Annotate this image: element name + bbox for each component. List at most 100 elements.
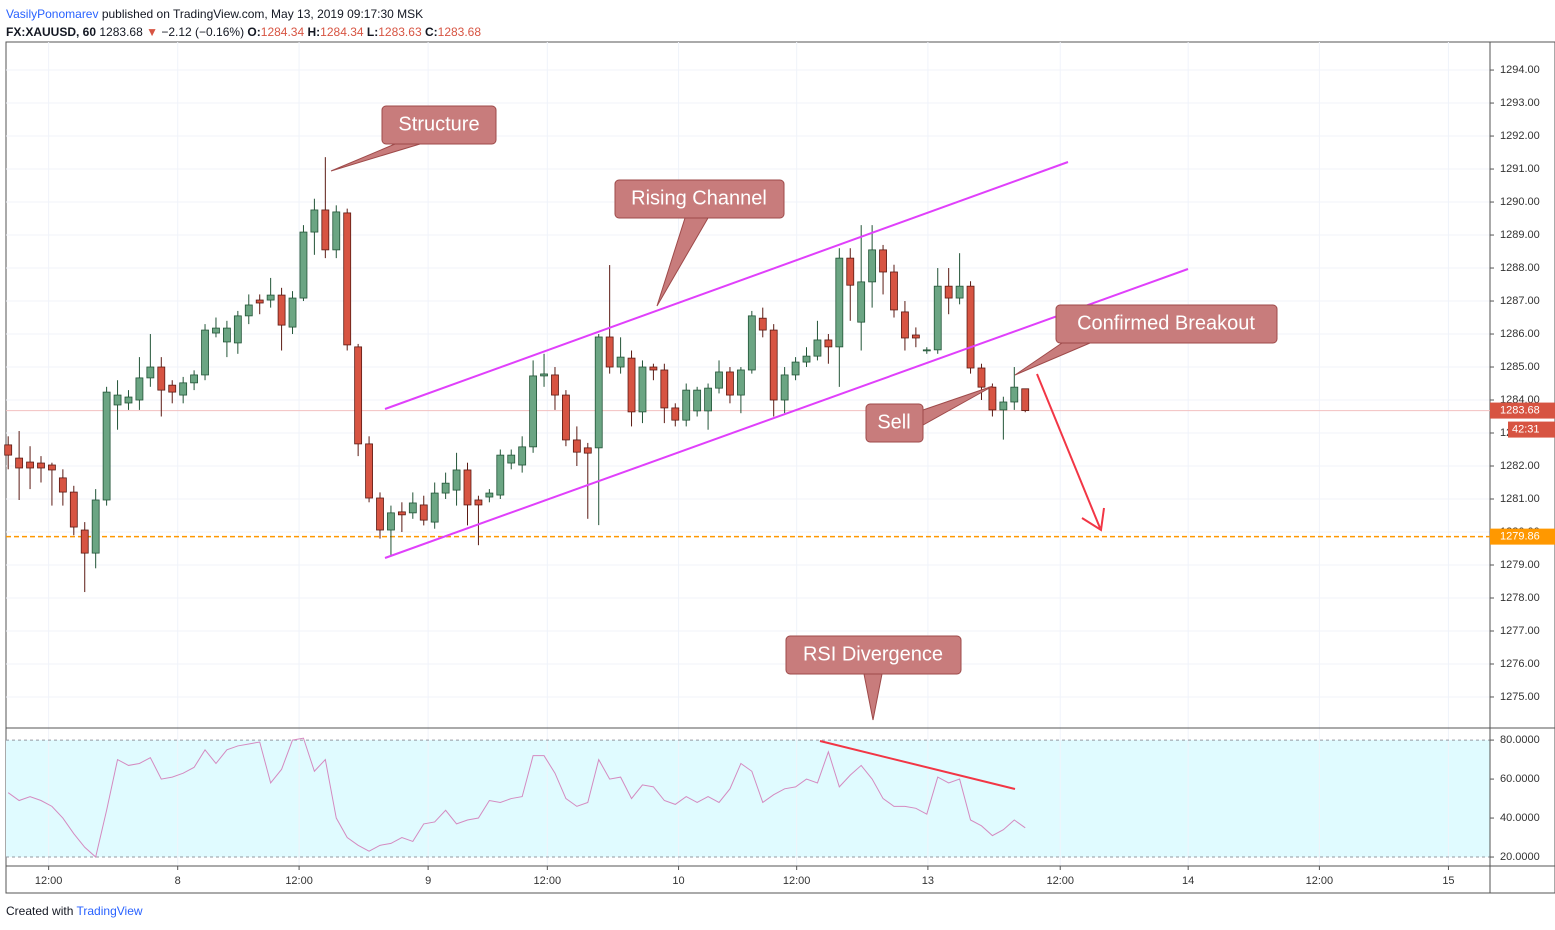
candle-body — [146, 366, 155, 379]
y-tick-label: 1279.00 — [1500, 559, 1540, 571]
change: −2.12 (−0.16%) — [161, 25, 245, 39]
candle-body — [223, 327, 231, 343]
x-tick-label: 12:00 — [35, 875, 63, 887]
brand: TradingView — [76, 904, 143, 918]
candle-body — [901, 311, 909, 339]
candle-body — [999, 401, 1008, 411]
candle-body — [1021, 388, 1030, 411]
arrow: ▼ — [146, 25, 158, 39]
arrow-head — [1081, 507, 1105, 532]
y-tick-label: 1291.00 — [1500, 163, 1540, 175]
candle-body — [168, 384, 177, 393]
candle-body — [354, 346, 363, 445]
candle-body — [48, 464, 56, 471]
candle-body — [649, 366, 658, 371]
candle-body — [376, 497, 384, 531]
label: O: — [247, 25, 261, 39]
candle-body — [157, 366, 166, 391]
candle-body — [113, 394, 122, 406]
candle-body — [933, 285, 942, 351]
x-tick-label: 12:00 — [1046, 875, 1074, 887]
header-line: FX:XAUUSD, 60 1283.68 ▼ −2.12 (−0.16%) O… — [6, 23, 481, 41]
x-tick-label: 14 — [1182, 875, 1194, 887]
arrow — [1036, 373, 1101, 529]
candle-body — [704, 387, 712, 412]
y-tick-label: 1289.00 — [1500, 229, 1540, 241]
callout-text: Confirmed Breakout — [1077, 312, 1255, 334]
candle-body — [726, 371, 734, 396]
candle-body — [485, 492, 494, 498]
candle-body — [955, 285, 964, 299]
candle-body — [441, 482, 450, 494]
level-tag-label: 1279.86 — [1500, 531, 1540, 543]
candle-body — [332, 211, 341, 251]
candle-body — [911, 334, 920, 339]
y-tick-label: 1294.00 — [1500, 64, 1540, 76]
candle-body — [977, 367, 986, 388]
price-tag-label: 1283.68 — [1500, 404, 1540, 416]
callout-text: Structure — [398, 113, 479, 135]
callouts: Structure Rising Channel Confirmed Break… — [330, 105, 1278, 721]
symbol: FX:XAUUSD, 60 — [6, 25, 97, 39]
candle-body — [4, 444, 13, 456]
x-tick-label: 12:00 — [534, 875, 562, 887]
y-tick-label: 1277.00 — [1500, 625, 1540, 637]
candle-body — [780, 374, 789, 401]
candle-body — [769, 329, 778, 401]
x-tick-label: 10 — [672, 875, 684, 887]
y-tick-label: 1276.00 — [1500, 658, 1540, 670]
callout — [785, 635, 962, 675]
published: published on TradingView.com, May 13, 20… — [101, 7, 424, 21]
candle-body — [201, 329, 209, 376]
candle-body — [944, 285, 953, 299]
candle-body — [102, 391, 111, 501]
candle-body — [474, 499, 483, 506]
candle-body — [605, 336, 614, 368]
rsi-tick-label: 80.0000 — [1500, 734, 1540, 746]
y-tick-label: 1286.00 — [1500, 328, 1540, 340]
open: 1284.34 — [260, 25, 305, 39]
countdown-label: 42:31 — [1512, 423, 1540, 435]
candle-body — [671, 407, 680, 421]
candle-body — [791, 361, 800, 376]
y-tick-label: 1293.00 — [1500, 97, 1540, 109]
candle-body — [365, 443, 373, 499]
footer: Created with TradingView — [6, 904, 143, 918]
y-tick-label: 1282.00 — [1500, 460, 1540, 472]
y-tick-label: 1287.00 — [1500, 295, 1540, 307]
callout — [1055, 304, 1278, 344]
rsi-tick-label: 60.0000 — [1500, 773, 1540, 785]
candle-body — [212, 327, 220, 334]
rsi-tick-label: 40.0000 — [1500, 812, 1540, 824]
candle-body — [135, 377, 144, 401]
candle-body — [835, 257, 844, 348]
candle-body — [747, 315, 756, 371]
candle-body — [37, 462, 45, 469]
close: 1283.68 — [437, 25, 482, 39]
candle-body — [551, 374, 559, 396]
candle-body — [69, 491, 78, 528]
x-tick-label: 9 — [425, 875, 431, 887]
y-tick-label: 1292.00 — [1500, 130, 1540, 142]
x-tick-label: 8 — [175, 875, 181, 887]
candle-body — [26, 461, 34, 469]
candle-body — [452, 469, 461, 491]
candle-body — [616, 356, 625, 368]
rsi-tick-label: 20.0000 — [1500, 851, 1540, 863]
candle-body — [715, 371, 723, 389]
label: H: — [307, 25, 321, 39]
level-tag — [1490, 528, 1555, 545]
candle-body — [387, 512, 395, 531]
candle-body — [80, 529, 89, 554]
candle-body — [813, 339, 822, 357]
candle-body — [233, 315, 242, 344]
candle-body — [310, 209, 319, 233]
candle-body — [736, 369, 745, 396]
x-tick-label: 12:00 — [783, 875, 811, 887]
x-tick-label: 12:00 — [285, 875, 313, 887]
candle-body — [277, 294, 286, 326]
candle-body — [91, 499, 100, 554]
candle-body — [1010, 386, 1019, 403]
callout — [614, 179, 785, 219]
